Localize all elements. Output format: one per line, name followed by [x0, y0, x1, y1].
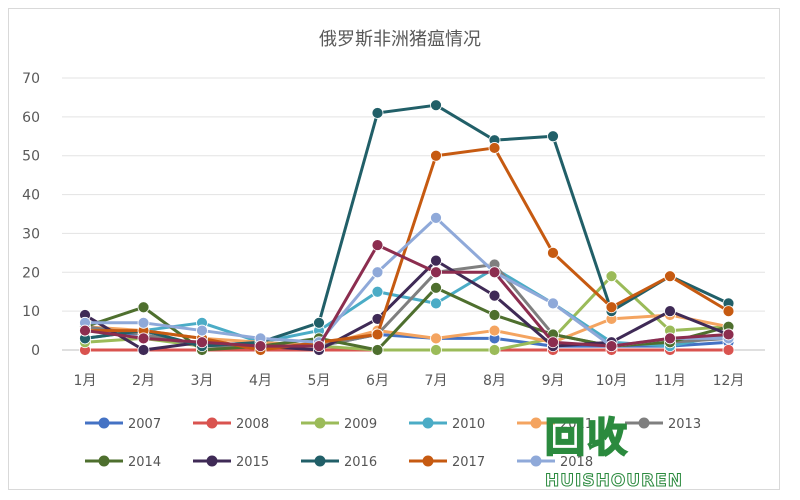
x-tick-label: 11月	[654, 373, 686, 389]
x-tick-label: 6月	[366, 373, 389, 389]
data-point-2012	[137, 332, 150, 345]
legend-marker-2017	[422, 455, 434, 467]
legend-label-2007: 2007	[128, 417, 161, 432]
data-point-2009	[488, 344, 501, 356]
data-point-2012	[664, 332, 676, 345]
legend-marker-2009	[314, 417, 326, 429]
legend-marker-2016	[314, 455, 326, 467]
data-point-2012	[79, 324, 91, 337]
legend-marker-2010	[422, 417, 434, 429]
legend-label-2013: 2013	[668, 417, 701, 432]
data-point-2009	[430, 344, 442, 356]
y-tick-label: 50	[22, 149, 40, 165]
data-point-2011	[430, 332, 442, 345]
data-point-2017	[664, 270, 676, 283]
data-point-2012	[722, 328, 735, 341]
series-line-2009	[84, 274, 729, 352]
x-tick-label: 9月	[542, 373, 565, 389]
legend-marker-2013	[638, 417, 650, 429]
x-tick-label: 7月	[425, 373, 448, 389]
data-point-2015	[430, 254, 442, 267]
series-line-2010	[84, 266, 729, 348]
data-point-2017	[722, 305, 735, 318]
legend-label-2018: 2018	[560, 455, 593, 470]
y-tick-label: 10	[22, 304, 40, 320]
data-point-2017	[605, 301, 618, 314]
x-tick-label: 8月	[483, 373, 506, 389]
data-point-2008	[722, 344, 735, 356]
data-point-2012	[547, 336, 559, 349]
chart-frame	[8, 8, 780, 490]
y-tick-label: 70	[22, 71, 40, 87]
data-point-2012	[313, 340, 325, 353]
legend-label-2017: 2017	[452, 455, 485, 470]
legend-label-2015: 2015	[236, 455, 269, 470]
data-point-2015	[488, 289, 501, 302]
data-point-2017	[488, 142, 501, 154]
data-point-2012	[371, 239, 384, 251]
x-tick-label: 1月	[74, 373, 97, 389]
y-tick-label: 30	[22, 226, 40, 242]
legend-marker-2018	[530, 455, 542, 467]
y-tick-label: 40	[22, 188, 40, 204]
series-line-2018	[85, 216, 729, 348]
data-point-2012	[254, 340, 267, 353]
data-point-2018	[371, 266, 384, 279]
legend-label-2010: 2010	[452, 417, 485, 432]
data-point-2016	[430, 99, 442, 112]
x-tick-label: 12月	[713, 373, 745, 389]
data-point-2009	[605, 270, 618, 283]
x-tick-label: 2月	[132, 373, 155, 389]
x-tick-label: 3月	[191, 373, 214, 389]
series-line-2012	[84, 243, 729, 348]
data-point-2012	[430, 266, 442, 279]
legend-marker-2015	[206, 455, 218, 467]
data-point-2012	[488, 266, 501, 279]
y-tick-label: 0	[31, 343, 40, 359]
data-point-2012	[196, 336, 208, 349]
data-point-2016	[313, 316, 325, 329]
legend-label-2011: 2011	[560, 417, 593, 432]
data-point-2014	[488, 309, 501, 321]
data-point-2014	[430, 281, 442, 294]
data-point-2018	[196, 324, 208, 337]
data-point-2016	[547, 130, 559, 143]
data-point-2015	[137, 344, 150, 356]
data-point-2017	[371, 328, 384, 341]
legend-label-2008: 2008	[236, 417, 269, 432]
legend-label-2016: 2016	[344, 455, 377, 470]
data-point-2012	[605, 340, 618, 353]
data-point-2018	[137, 316, 150, 329]
x-tick-label: 4月	[249, 373, 272, 389]
chart-title: 俄罗斯非洲猪瘟情况	[319, 29, 481, 50]
data-point-2018	[547, 297, 559, 310]
data-point-2010	[430, 297, 442, 310]
watermark-chinese-text: 回收	[544, 414, 629, 462]
y-tick-label: 20	[22, 265, 40, 281]
legend-label-2014: 2014	[128, 455, 161, 470]
legend-marker-2014	[98, 455, 110, 467]
watermark-english-text: HUISHOUREN	[544, 471, 684, 492]
legend-label-2009: 2009	[344, 417, 377, 432]
legend-marker-2007	[98, 417, 110, 429]
data-point-2018	[430, 211, 442, 224]
x-tick-label: 5月	[308, 373, 331, 389]
data-point-2016	[371, 107, 384, 119]
data-point-2017	[430, 149, 442, 162]
data-point-2011	[488, 324, 501, 337]
legend-marker-2011	[530, 417, 542, 429]
data-point-2017	[547, 246, 559, 259]
y-tick-label: 60	[22, 110, 40, 126]
watermark-logo: 回收 HUISHOUREN	[544, 405, 745, 495]
data-point-2015	[664, 305, 676, 318]
series-line-2016	[84, 103, 730, 348]
data-point-2014	[371, 344, 384, 356]
x-tick-label: 10月	[596, 373, 628, 389]
data-point-2010	[371, 285, 384, 298]
data-point-2014	[137, 301, 150, 314]
legend-marker-2008	[206, 417, 218, 429]
